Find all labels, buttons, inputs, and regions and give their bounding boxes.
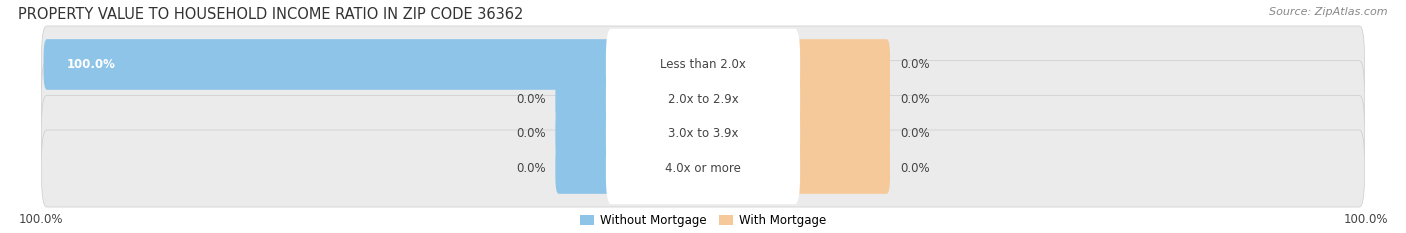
- Text: PROPERTY VALUE TO HOUSEHOLD INCOME RATIO IN ZIP CODE 36362: PROPERTY VALUE TO HOUSEHOLD INCOME RATIO…: [18, 7, 523, 22]
- Text: 4.0x or more: 4.0x or more: [665, 162, 741, 175]
- Text: 100.0%: 100.0%: [1343, 213, 1388, 226]
- FancyBboxPatch shape: [606, 98, 800, 170]
- Text: 100.0%: 100.0%: [18, 213, 63, 226]
- FancyBboxPatch shape: [606, 29, 800, 100]
- FancyBboxPatch shape: [42, 61, 1364, 138]
- FancyBboxPatch shape: [792, 74, 890, 124]
- Text: 0.0%: 0.0%: [900, 162, 929, 175]
- Text: 2.0x to 2.9x: 2.0x to 2.9x: [668, 93, 738, 106]
- FancyBboxPatch shape: [42, 130, 1364, 207]
- FancyBboxPatch shape: [555, 143, 614, 194]
- Text: 100.0%: 100.0%: [66, 58, 115, 71]
- FancyBboxPatch shape: [606, 133, 800, 204]
- FancyBboxPatch shape: [792, 143, 890, 194]
- Text: 0.0%: 0.0%: [900, 58, 929, 71]
- Text: 0.0%: 0.0%: [516, 162, 546, 175]
- FancyBboxPatch shape: [42, 26, 1364, 103]
- Text: 3.0x to 3.9x: 3.0x to 3.9x: [668, 127, 738, 140]
- FancyBboxPatch shape: [792, 39, 890, 90]
- Text: Less than 2.0x: Less than 2.0x: [659, 58, 747, 71]
- Text: 0.0%: 0.0%: [516, 93, 546, 106]
- FancyBboxPatch shape: [606, 63, 800, 135]
- FancyBboxPatch shape: [42, 95, 1364, 172]
- Text: 0.0%: 0.0%: [900, 127, 929, 140]
- FancyBboxPatch shape: [44, 39, 614, 90]
- Text: 0.0%: 0.0%: [900, 93, 929, 106]
- FancyBboxPatch shape: [555, 109, 614, 159]
- FancyBboxPatch shape: [792, 109, 890, 159]
- FancyBboxPatch shape: [555, 74, 614, 124]
- Legend: Without Mortgage, With Mortgage: Without Mortgage, With Mortgage: [581, 214, 825, 227]
- Text: 0.0%: 0.0%: [516, 127, 546, 140]
- Text: Source: ZipAtlas.com: Source: ZipAtlas.com: [1270, 7, 1388, 17]
